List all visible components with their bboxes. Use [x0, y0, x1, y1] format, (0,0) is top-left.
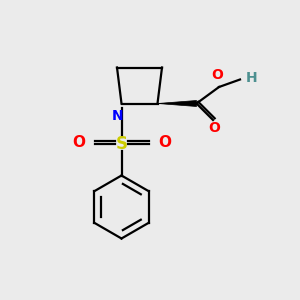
- Text: O: O: [72, 135, 85, 150]
- Text: O: O: [158, 135, 171, 150]
- Text: H: H: [245, 71, 257, 85]
- Text: N: N: [112, 109, 124, 123]
- Text: O: O: [212, 68, 224, 82]
- Text: O: O: [208, 122, 220, 136]
- Text: S: S: [116, 135, 128, 153]
- Polygon shape: [158, 100, 196, 106]
